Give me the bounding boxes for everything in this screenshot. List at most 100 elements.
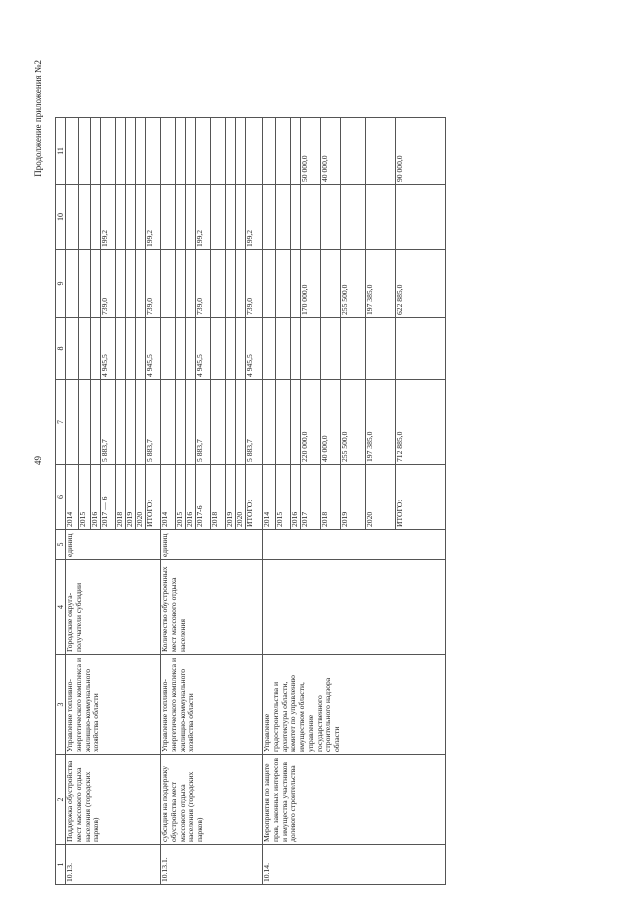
item-unit: единиц xyxy=(65,529,161,560)
program-table: 1 2 3 4 5 6 7 8 9 10 11 10.13. Поддержка обустройств… xyxy=(55,117,446,885)
year-cell: ИТОГО: xyxy=(395,464,446,530)
value-cell-c10 xyxy=(185,184,196,250)
year-cell: 2020 xyxy=(365,464,396,530)
value-cell-c7 xyxy=(78,379,91,465)
table-row: 10.13. Поддержка обустройства мест массов… xyxy=(65,117,161,885)
year-cell: 2019 xyxy=(125,464,136,530)
value-cell-c10 xyxy=(300,184,321,250)
value-cell-c8: 4 945,5 xyxy=(100,317,116,380)
value-cell-c9 xyxy=(175,249,186,318)
value-cell-c11 xyxy=(160,117,176,185)
year-cell: 2015 xyxy=(175,464,186,530)
value-cell-c11 xyxy=(145,117,161,185)
value-cell-c8 xyxy=(320,317,341,380)
value-cell-c8: 4 945,5 xyxy=(145,317,161,380)
value-cell-c10 xyxy=(160,184,176,250)
item-executor: Управление топливно-энергетического комп… xyxy=(65,654,161,755)
value-cell-c9 xyxy=(115,249,126,318)
value-cell-c9 xyxy=(90,249,101,318)
value-cell-c7 xyxy=(262,379,276,465)
year-cell: 2018 xyxy=(320,464,341,530)
value-cell-c8 xyxy=(175,317,186,380)
item-executor: Управление топливно-энергетического комп… xyxy=(160,654,263,755)
value-cell-c9 xyxy=(225,249,236,318)
item-indicator xyxy=(262,559,446,655)
value-cell-c11 xyxy=(262,117,276,185)
value-cell-c10 xyxy=(235,184,246,250)
value-cell-c10 xyxy=(225,184,236,250)
year-cell: 2014 xyxy=(160,464,176,530)
item-unit: единиц xyxy=(160,529,263,560)
table-row: 10.13.1. субсидия на поддержку обустройст… xyxy=(160,117,263,885)
value-cell-c7 xyxy=(90,379,101,465)
value-cell-c10 xyxy=(290,184,301,250)
value-cell-c7 xyxy=(115,379,126,465)
value-cell-c10 xyxy=(115,184,126,250)
year-cell: 2016 xyxy=(185,464,196,530)
value-cell-c8 xyxy=(262,317,276,380)
value-cell-c8 xyxy=(290,317,301,380)
column-number-2: 2 xyxy=(55,754,66,845)
value-cell-c7 xyxy=(185,379,196,465)
year-cell: 2016 xyxy=(290,464,301,530)
value-cell-c8 xyxy=(365,317,396,380)
value-cell-c8: 4 945,5 xyxy=(195,317,211,380)
value-cell-c9: 739,0 xyxy=(145,249,161,318)
value-cell-c8 xyxy=(235,317,246,380)
value-cell-c7 xyxy=(135,379,146,465)
value-cell-c8 xyxy=(125,317,136,380)
value-cell-c10: 199,2 xyxy=(195,184,211,250)
year-cell: ИТОГО: xyxy=(145,464,161,530)
value-cell-c7: 5 883,7 xyxy=(100,379,116,465)
year-cell: 2017-6 xyxy=(195,464,211,530)
column-number-6: 6 xyxy=(55,464,66,530)
value-cell-c11 xyxy=(225,117,236,185)
year-cell: 2020 xyxy=(135,464,146,530)
value-cell-c9 xyxy=(290,249,301,318)
year-cell: 2016 xyxy=(90,464,101,530)
value-cell-c7: 40 000,0 xyxy=(320,379,341,465)
value-cell-c9: 197 385,0 xyxy=(365,249,396,318)
column-number-10: 10 xyxy=(55,184,66,250)
item-indicator: Количество обустроенных мест массового о… xyxy=(160,559,263,655)
year-cell: 2014 xyxy=(65,464,79,530)
value-cell-c8 xyxy=(395,317,446,380)
item-number: 10.13. xyxy=(65,844,161,885)
value-cell-c11 xyxy=(195,117,211,185)
year-cell: 2017 — 6 xyxy=(100,464,116,530)
item-name: Мероприятия по защите прав, законных инт… xyxy=(262,754,446,845)
value-cell-c9 xyxy=(320,249,341,318)
value-cell-c9: 739,0 xyxy=(245,249,263,318)
value-cell-c9: 739,0 xyxy=(195,249,211,318)
column-number-1: 1 xyxy=(55,844,66,885)
value-cell-c10 xyxy=(262,184,276,250)
value-cell-c10 xyxy=(175,184,186,250)
value-cell-c11 xyxy=(235,117,246,185)
value-cell-c8 xyxy=(185,317,196,380)
value-cell-c9 xyxy=(262,249,276,318)
item-name: Поддержка обустройства мест массового от… xyxy=(65,754,161,845)
item-unit xyxy=(262,529,446,560)
value-cell-c8 xyxy=(115,317,126,380)
year-cell: 2020 xyxy=(235,464,246,530)
value-cell-c10 xyxy=(320,184,341,250)
item-indicator: Городские округа-получатели субсидии xyxy=(65,559,161,655)
value-cell-c8 xyxy=(65,317,79,380)
value-cell-c10 xyxy=(135,184,146,250)
item-executor: Управление градостроительства и архитект… xyxy=(262,654,446,755)
value-cell-c8 xyxy=(340,317,366,380)
value-cell-c11 xyxy=(125,117,136,185)
value-cell-c11 xyxy=(275,117,291,185)
value-cell-c7: 5 883,7 xyxy=(245,379,263,465)
value-cell-c11 xyxy=(115,117,126,185)
value-cell-c9 xyxy=(65,249,79,318)
year-cell: 2014 xyxy=(262,464,276,530)
value-cell-c7: 197 385,0 xyxy=(365,379,396,465)
value-cell-c11 xyxy=(175,117,186,185)
value-cell-c9 xyxy=(160,249,176,318)
value-cell-c9: 255 500,0 xyxy=(340,249,366,318)
value-cell-c9 xyxy=(185,249,196,318)
value-cell-c11 xyxy=(290,117,301,185)
table-row: 10.14. Мероприятия по защите прав, законн… xyxy=(262,117,446,885)
